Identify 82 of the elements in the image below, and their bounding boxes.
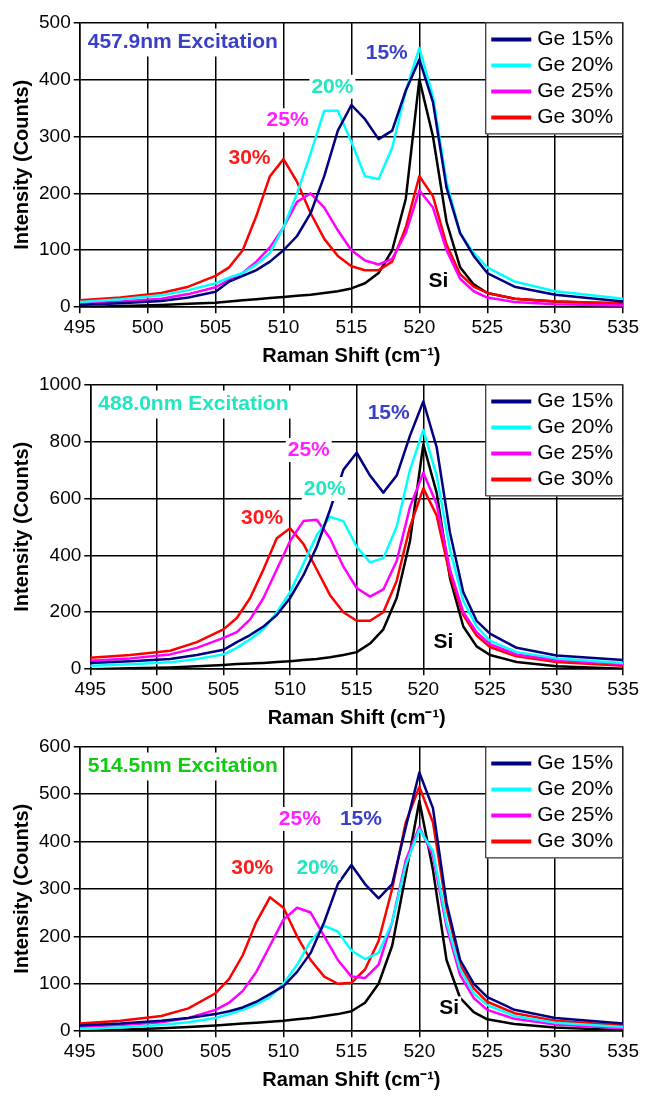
x-tick-label: 495 — [63, 1039, 96, 1061]
y-tick-label: 600 — [49, 486, 82, 508]
x-tick-label: 530 — [539, 315, 572, 337]
x-tick-label: 510 — [267, 315, 300, 337]
chart-title: 457.9nm Excitation — [87, 29, 278, 53]
chart-title: 488.0nm Excitation — [98, 391, 289, 415]
chart-title: 514.5nm Excitation — [87, 753, 278, 777]
legend-label: Ge 30% — [537, 104, 614, 128]
x-tick-label: 495 — [74, 677, 107, 699]
y-tick-label: 1000 — [38, 372, 82, 394]
x-tick-label: 505 — [207, 677, 240, 699]
y-tick-label: 800 — [49, 429, 82, 451]
legend-label: Ge 15% — [537, 26, 614, 50]
x-tick-label: 535 — [607, 677, 639, 699]
y-tick-label: 300 — [39, 124, 71, 146]
x-tick-label: 515 — [335, 315, 368, 337]
y-tick-label: 300 — [39, 877, 71, 899]
x-tick-label: 530 — [540, 677, 573, 699]
y-axis-title: Intensity (Counts) — [9, 441, 32, 612]
x-tick-label: 525 — [474, 677, 506, 699]
x-tick-label: 535 — [607, 315, 639, 337]
y-tick-label: 100 — [39, 238, 71, 260]
legend-label: Ge 20% — [537, 776, 614, 800]
annotation: 20% — [311, 73, 354, 97]
y-tick-label: 400 — [39, 829, 71, 851]
x-tick-label: 505 — [199, 1039, 232, 1061]
annotation: Si — [428, 268, 449, 292]
y-tick-label: 600 — [39, 734, 71, 756]
legend-label: Ge 20% — [537, 52, 614, 76]
x-tick-label: 525 — [471, 315, 504, 337]
x-tick-label: 520 — [403, 315, 436, 337]
annotation: Si — [433, 628, 454, 652]
y-tick-label: 200 — [39, 924, 71, 946]
annotation: 30% — [228, 144, 271, 168]
x-tick-label: 530 — [539, 1039, 572, 1061]
annotation: 30% — [241, 505, 284, 529]
y-tick-label: 200 — [49, 600, 82, 622]
annotation: 25% — [266, 107, 309, 131]
x-tick-label: 520 — [403, 1039, 436, 1061]
x-tick-label: 495 — [63, 315, 96, 337]
legend-label: Ge 15% — [537, 388, 614, 412]
y-tick-label: 500 — [39, 10, 71, 32]
y-tick-label: 400 — [39, 67, 71, 89]
x-tick-label: 520 — [407, 677, 440, 699]
x-axis-title: Raman Shift (cm⁻¹) — [267, 705, 446, 728]
y-axis-title: Intensity (Counts) — [9, 79, 32, 250]
x-tick-label: 515 — [340, 677, 373, 699]
annotation: Si — [439, 995, 460, 1019]
x-tick-label: 525 — [471, 1039, 504, 1061]
legend-label: Ge 25% — [537, 802, 614, 826]
x-axis-title: Raman Shift (cm⁻¹) — [262, 343, 441, 366]
x-tick-label: 505 — [199, 315, 232, 337]
annotation: 25% — [278, 805, 322, 829]
y-axis-title: Intensity (Counts) — [9, 803, 32, 974]
legend-label: Ge 25% — [537, 78, 614, 102]
annotation: 15% — [365, 39, 409, 63]
y-tick-label: 400 — [49, 543, 82, 565]
legend-label: Ge 25% — [537, 440, 614, 464]
y-tick-label: 100 — [39, 971, 71, 993]
x-tick-label: 510 — [274, 677, 306, 699]
annotation: 15% — [339, 805, 383, 829]
x-tick-label: 500 — [141, 677, 173, 699]
x-axis-title: Raman Shift (cm⁻¹) — [262, 1067, 441, 1090]
y-tick-label: 0 — [70, 657, 82, 679]
x-tick-label: 500 — [131, 315, 164, 337]
y-tick-label: 500 — [39, 782, 71, 804]
y-tick-label: 0 — [60, 1019, 71, 1041]
y-tick-label: 0 — [60, 295, 71, 317]
y-tick-label: 200 — [39, 181, 71, 203]
legend-label: Ge 20% — [537, 414, 614, 438]
annotation: 30% — [231, 854, 274, 878]
annotation: 15% — [367, 399, 411, 423]
legend-label: Ge 15% — [537, 750, 614, 774]
annotation: 20% — [296, 854, 339, 878]
x-tick-label: 500 — [131, 1039, 164, 1061]
x-tick-label: 515 — [335, 1039, 368, 1061]
annotation: 20% — [303, 475, 347, 499]
annotation: 25% — [287, 436, 331, 460]
x-tick-label: 535 — [607, 1039, 639, 1061]
legend-label: Ge 30% — [537, 828, 614, 852]
legend-label: Ge 30% — [537, 466, 614, 490]
x-tick-label: 510 — [267, 1039, 300, 1061]
